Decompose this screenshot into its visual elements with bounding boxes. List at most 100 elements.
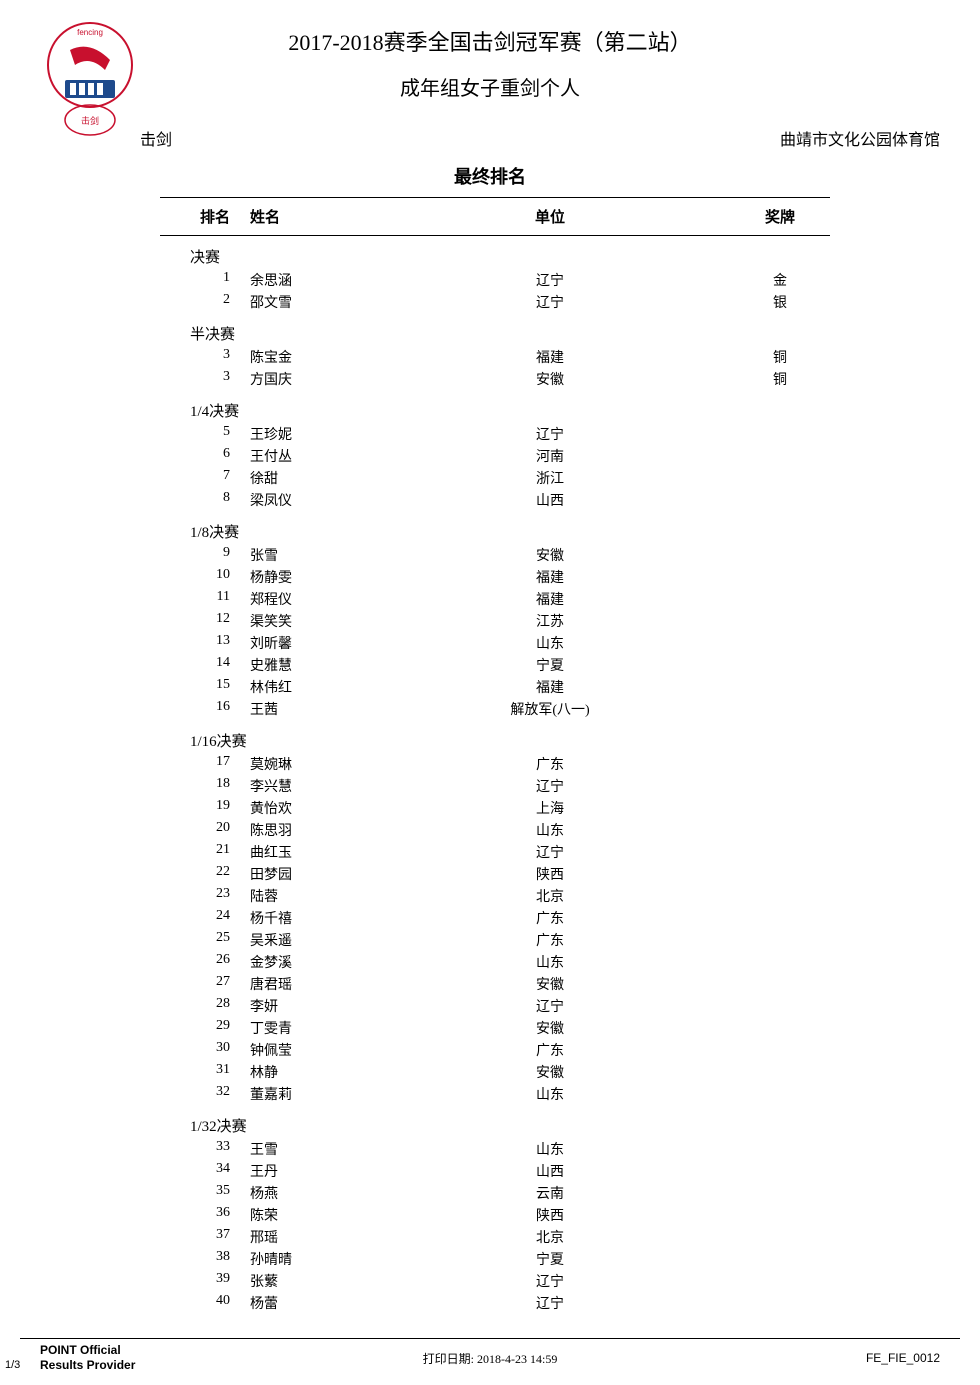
rank-cell: 37 bbox=[160, 1227, 250, 1247]
title-sub: 成年组女子重剑个人 bbox=[0, 72, 980, 101]
table-row: 8梁凤仪山西 bbox=[160, 489, 830, 511]
medal-cell bbox=[730, 677, 830, 697]
table-row: 21曲红玉辽宁 bbox=[160, 841, 830, 863]
rank-cell: 12 bbox=[160, 611, 250, 631]
rank-cell: 10 bbox=[160, 567, 250, 587]
unit-cell: 福建 bbox=[370, 589, 730, 609]
unit-cell: 浙江 bbox=[370, 468, 730, 488]
rank-cell: 19 bbox=[160, 798, 250, 818]
unit-cell: 辽宁 bbox=[370, 1293, 730, 1313]
medal-cell bbox=[730, 567, 830, 587]
rank-cell: 35 bbox=[160, 1183, 250, 1203]
medal-cell bbox=[730, 1084, 830, 1104]
name-cell: 王雪 bbox=[250, 1139, 370, 1159]
unit-cell: 安徽 bbox=[370, 369, 730, 389]
name-cell: 刘昕馨 bbox=[250, 633, 370, 653]
name-cell: 郑程仪 bbox=[250, 589, 370, 609]
rank-cell: 33 bbox=[160, 1139, 250, 1159]
rank-cell: 40 bbox=[160, 1293, 250, 1313]
medal-cell bbox=[730, 776, 830, 796]
table-row: 17莫婉琳广东 bbox=[160, 753, 830, 775]
unit-cell: 云南 bbox=[370, 1183, 730, 1203]
rank-cell: 7 bbox=[160, 468, 250, 488]
unit-cell: 山东 bbox=[370, 952, 730, 972]
results-provider: POINT Official Results Provider bbox=[40, 1343, 135, 1372]
table-row: 2邵文雪辽宁银 bbox=[160, 291, 830, 313]
rank-cell: 18 bbox=[160, 776, 250, 796]
rank-cell: 30 bbox=[160, 1040, 250, 1060]
name-cell: 陈思羽 bbox=[250, 820, 370, 840]
table-row: 40杨蕾辽宁 bbox=[160, 1292, 830, 1314]
unit-cell: 山西 bbox=[370, 490, 730, 510]
rank-cell: 20 bbox=[160, 820, 250, 840]
table-row: 7徐甜浙江 bbox=[160, 467, 830, 489]
medal-cell: 铜 bbox=[730, 347, 830, 367]
name-cell: 林伟红 bbox=[250, 677, 370, 697]
round-header: 1/32决赛 bbox=[160, 1105, 830, 1138]
svg-text:fencing: fencing bbox=[77, 28, 103, 37]
name-cell: 金梦溪 bbox=[250, 952, 370, 972]
medal-cell bbox=[730, 446, 830, 466]
name-cell: 陆蓉 bbox=[250, 886, 370, 906]
rank-cell: 13 bbox=[160, 633, 250, 653]
footer-left: POINT Official Results Provider bbox=[40, 1343, 160, 1373]
table-row: 32董嘉莉山东 bbox=[160, 1083, 830, 1105]
print-date: 打印日期: 2018-4-23 14:59 bbox=[160, 1350, 820, 1367]
name-cell: 钟佩莹 bbox=[250, 1040, 370, 1060]
ranking-table: 排名 姓名 单位 奖牌 决赛1余思涵辽宁金2邵文雪辽宁银半决赛3陈宝金福建铜3方… bbox=[160, 197, 830, 1314]
rank-cell: 1 bbox=[160, 270, 250, 290]
table-row: 37邢瑶北京 bbox=[160, 1226, 830, 1248]
medal-cell: 铜 bbox=[730, 369, 830, 389]
name-cell: 徐甜 bbox=[250, 468, 370, 488]
fencing-logo-icon: fencing 击剑 bbox=[45, 15, 135, 140]
medal-cell bbox=[730, 952, 830, 972]
name-cell: 梁凤仪 bbox=[250, 490, 370, 510]
rank-cell: 21 bbox=[160, 842, 250, 862]
name-cell: 吴釆遥 bbox=[250, 930, 370, 950]
medal-cell bbox=[730, 1161, 830, 1181]
round-header: 1/8决赛 bbox=[160, 511, 830, 544]
rank-cell: 22 bbox=[160, 864, 250, 884]
rank-cell: 3 bbox=[160, 347, 250, 367]
doc-id: FE_FIE_0012 bbox=[820, 1351, 940, 1365]
unit-cell: 山东 bbox=[370, 1084, 730, 1104]
medal-cell bbox=[730, 1040, 830, 1060]
name-cell: 李妍 bbox=[250, 996, 370, 1016]
venue-label: 曲靖市文化公园体育馆 bbox=[780, 126, 940, 150]
medal-cell bbox=[730, 842, 830, 862]
unit-cell: 山东 bbox=[370, 633, 730, 653]
table-row: 20陈思羽山东 bbox=[160, 819, 830, 841]
name-cell: 黄怡欢 bbox=[250, 798, 370, 818]
table-row: 9张雪安徽 bbox=[160, 544, 830, 566]
page-number: 1/3 bbox=[5, 1359, 20, 1371]
unit-cell: 广东 bbox=[370, 754, 730, 774]
table-row: 10杨静雯福建 bbox=[160, 566, 830, 588]
name-cell: 王茜 bbox=[250, 699, 370, 719]
medal-cell bbox=[730, 1139, 830, 1159]
name-cell: 张雪 bbox=[250, 545, 370, 565]
unit-cell: 陕西 bbox=[370, 864, 730, 884]
table-row: 1余思涵辽宁金 bbox=[160, 269, 830, 291]
name-cell: 莫婉琳 bbox=[250, 754, 370, 774]
medal-cell bbox=[730, 1062, 830, 1082]
medal-cell bbox=[730, 1018, 830, 1038]
unit-cell: 辽宁 bbox=[370, 424, 730, 444]
name-cell: 邢瑶 bbox=[250, 1227, 370, 1247]
round-header: 1/4决赛 bbox=[160, 390, 830, 423]
table-header: 排名 姓名 单位 奖牌 bbox=[160, 197, 830, 236]
table-row: 23陆蓉北京 bbox=[160, 885, 830, 907]
table-row: 3陈宝金福建铜 bbox=[160, 346, 830, 368]
name-cell: 陈宝金 bbox=[250, 347, 370, 367]
name-cell: 王付丛 bbox=[250, 446, 370, 466]
unit-cell: 宁夏 bbox=[370, 1249, 730, 1269]
rank-cell: 32 bbox=[160, 1084, 250, 1104]
table-row: 36陈荣陕西 bbox=[160, 1204, 830, 1226]
info-row: 击剑 曲靖市文化公园体育馆 bbox=[0, 111, 980, 155]
rank-cell: 2 bbox=[160, 292, 250, 312]
rank-cell: 36 bbox=[160, 1205, 250, 1225]
medal-cell bbox=[730, 699, 830, 719]
round-header: 半决赛 bbox=[160, 313, 830, 346]
table-row: 12渠笑笑江苏 bbox=[160, 610, 830, 632]
rank-cell: 39 bbox=[160, 1271, 250, 1291]
rank-cell: 14 bbox=[160, 655, 250, 675]
